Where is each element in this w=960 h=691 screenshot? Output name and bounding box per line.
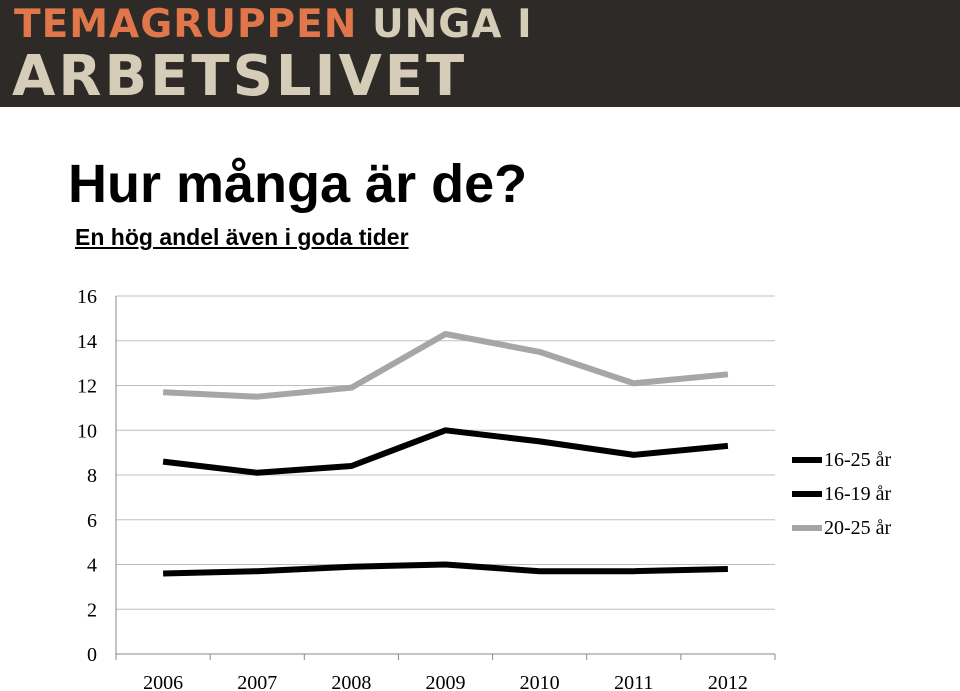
series-line-2 (163, 561, 728, 577)
x-tick-label: 2008 (331, 672, 371, 691)
x-tick-label: 2006 (143, 672, 183, 691)
y-tick-label: 6 (87, 510, 97, 532)
y-tick-label: 2 (87, 599, 97, 621)
logo-text-arbetslivet: ARBETSLIVET (12, 44, 468, 109)
y-tick-label: 0 (87, 644, 97, 666)
legend-label: 16-25 år (824, 448, 892, 471)
series-line-1 (162, 427, 729, 476)
legend-swatch (792, 457, 822, 463)
y-tick-label: 16 (77, 286, 97, 308)
y-tick-label: 8 (87, 465, 97, 487)
y-tick-label: 14 (77, 331, 97, 353)
slide-subtitle: En hög andel även i goda tider (75, 224, 409, 250)
y-tick-label: 12 (77, 376, 97, 398)
y-tick-label: 10 (77, 420, 97, 442)
y-tick-label: 4 (87, 555, 97, 577)
chart-legend: 16-25 år 16-19 år 20-25 år (792, 443, 891, 545)
legend-swatch (792, 525, 822, 531)
x-tick-label: 2007 (237, 672, 277, 691)
legend-swatch (792, 491, 822, 497)
x-tick-label: 2009 (426, 672, 466, 691)
slide-title: Hur många är de? (68, 154, 528, 214)
x-tick-label: 2010 (520, 672, 560, 691)
logo-text-unga-i: UNGA I (371, 2, 533, 47)
legend-label: 20-25 år (824, 516, 892, 539)
logo-line-1: TEMAGRUPPEN UNGA I (14, 2, 533, 47)
legend-item: 20-25 år (792, 511, 891, 545)
legend-label: 16-19 år (824, 482, 892, 505)
legend-item: 16-25 år (792, 443, 891, 477)
x-tick-label: 2011 (614, 672, 653, 691)
header-banner: TEMAGRUPPEN UNGA I ARBETSLIVET (0, 0, 960, 109)
legend-item: 16-19 år (792, 477, 891, 511)
series-line-3 (162, 331, 729, 400)
x-tick-label: 2012 (708, 672, 748, 691)
logo-text-temagruppen: TEMAGRUPPEN (14, 2, 358, 47)
